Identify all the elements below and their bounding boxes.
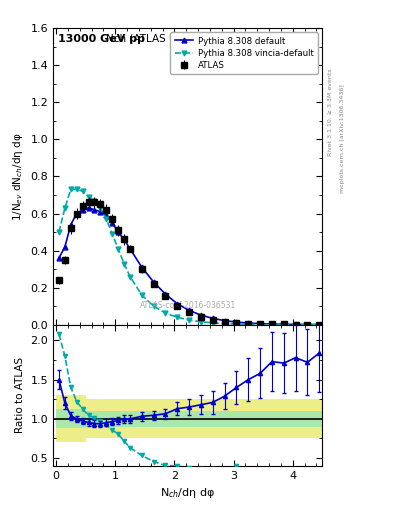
Text: ATLAS-conf-2016-036531: ATLAS-conf-2016-036531 [140, 301, 236, 310]
Bar [174, 411, 204, 426]
Bar [233, 399, 263, 438]
Bar [86, 399, 115, 438]
Pythia 8.308 default [86, 205, 91, 211]
Pythia 8.308 default [151, 279, 156, 285]
Pythia 8.308 default [281, 321, 286, 327]
Pythia 8.308 vincia-default [122, 261, 127, 267]
Pythia 8.308 default [74, 210, 79, 217]
Pythia 8.308 default [57, 255, 61, 261]
Bar [115, 411, 145, 426]
Pythia 8.308 default [80, 207, 85, 213]
Bar [204, 411, 233, 426]
Pythia 8.308 default [122, 237, 127, 243]
Pythia 8.308 vincia-default [98, 205, 103, 211]
Pythia 8.308 vincia-default [57, 229, 61, 235]
Pythia 8.308 vincia-default [80, 188, 85, 195]
Legend: Pythia 8.308 default, Pythia 8.308 vincia-default, ATLAS: Pythia 8.308 default, Pythia 8.308 vinci… [170, 32, 318, 74]
Pythia 8.308 vincia-default [175, 314, 180, 321]
Pythia 8.308 default [270, 321, 274, 327]
Pythia 8.308 default [116, 229, 121, 235]
Pythia 8.308 vincia-default [140, 292, 144, 298]
Bar [263, 399, 293, 438]
Bar [293, 411, 322, 426]
Text: Nch (ATLAS UE in Z production): Nch (ATLAS UE in Z production) [106, 34, 270, 44]
Pythia 8.308 vincia-default [128, 273, 132, 280]
Pythia 8.308 default [293, 322, 298, 328]
Pythia 8.308 vincia-default [305, 322, 310, 328]
Pythia 8.308 default [128, 246, 132, 252]
Pythia 8.308 default [317, 322, 321, 328]
Pythia 8.308 vincia-default [92, 198, 97, 204]
Bar [145, 411, 174, 426]
Pythia 8.308 default [92, 207, 97, 213]
Pythia 8.308 default [258, 321, 263, 327]
Bar [56, 395, 86, 442]
Pythia 8.308 default [234, 319, 239, 325]
Bar [145, 399, 174, 438]
Pythia 8.308 vincia-default [258, 322, 263, 328]
Pythia 8.308 default [222, 317, 227, 324]
Pythia 8.308 default [104, 212, 108, 219]
Pythia 8.308 default [110, 220, 115, 226]
Line: Pythia 8.308 default: Pythia 8.308 default [57, 205, 322, 327]
Pythia 8.308 default [62, 244, 67, 250]
Pythia 8.308 vincia-default [270, 322, 274, 328]
Pythia 8.308 default [175, 301, 180, 307]
Pythia 8.308 vincia-default [281, 322, 286, 328]
Pythia 8.308 vincia-default [293, 322, 298, 328]
Pythia 8.308 default [140, 264, 144, 270]
Pythia 8.308 vincia-default [222, 321, 227, 327]
Pythia 8.308 default [68, 222, 73, 228]
X-axis label: N$_{ch}$/dη dφ: N$_{ch}$/dη dφ [160, 486, 215, 500]
Pythia 8.308 vincia-default [210, 320, 215, 326]
Pythia 8.308 vincia-default [187, 317, 191, 323]
Bar [174, 399, 204, 438]
Line: Pythia 8.308 vincia-default: Pythia 8.308 vincia-default [57, 187, 322, 327]
Pythia 8.308 vincia-default [151, 303, 156, 309]
Pythia 8.308 vincia-default [86, 194, 91, 200]
Y-axis label: 1/N$_{ev}$ dN$_{ch}$/dη dφ: 1/N$_{ev}$ dN$_{ch}$/dη dφ [11, 132, 25, 221]
Text: Rivet 3.1.10, ≥ 3.3M events: Rivet 3.1.10, ≥ 3.3M events [328, 69, 333, 157]
Pythia 8.308 vincia-default [234, 321, 239, 327]
Pythia 8.308 default [198, 312, 203, 318]
Pythia 8.308 vincia-default [116, 246, 121, 252]
Pythia 8.308 vincia-default [62, 205, 67, 211]
Pythia 8.308 vincia-default [246, 321, 251, 327]
Text: 13000 GeV pp: 13000 GeV pp [59, 34, 145, 44]
Pythia 8.308 vincia-default [74, 186, 79, 193]
Text: mcplots.cern.ch [arXiv:1306.3436]: mcplots.cern.ch [arXiv:1306.3436] [340, 84, 345, 193]
Pythia 8.308 vincia-default [104, 216, 108, 222]
Text: Z (Drell-Yan): Z (Drell-Yan) [248, 34, 317, 44]
Pythia 8.308 default [98, 208, 103, 215]
Pythia 8.308 vincia-default [68, 186, 73, 193]
Bar [86, 411, 115, 426]
Pythia 8.308 vincia-default [198, 318, 203, 325]
Bar [204, 399, 233, 438]
Pythia 8.308 default [210, 315, 215, 322]
Pythia 8.308 vincia-default [110, 231, 115, 237]
Bar [293, 399, 322, 438]
Pythia 8.308 default [246, 320, 251, 326]
Pythia 8.308 default [187, 307, 191, 313]
Pythia 8.308 default [163, 291, 168, 297]
Pythia 8.308 default [305, 322, 310, 328]
Pythia 8.308 vincia-default [163, 310, 168, 316]
Bar [233, 411, 263, 426]
Y-axis label: Ratio to ATLAS: Ratio to ATLAS [15, 357, 25, 433]
Pythia 8.308 vincia-default [317, 322, 321, 328]
Bar [263, 411, 293, 426]
Bar [56, 410, 86, 428]
Bar [115, 399, 145, 438]
